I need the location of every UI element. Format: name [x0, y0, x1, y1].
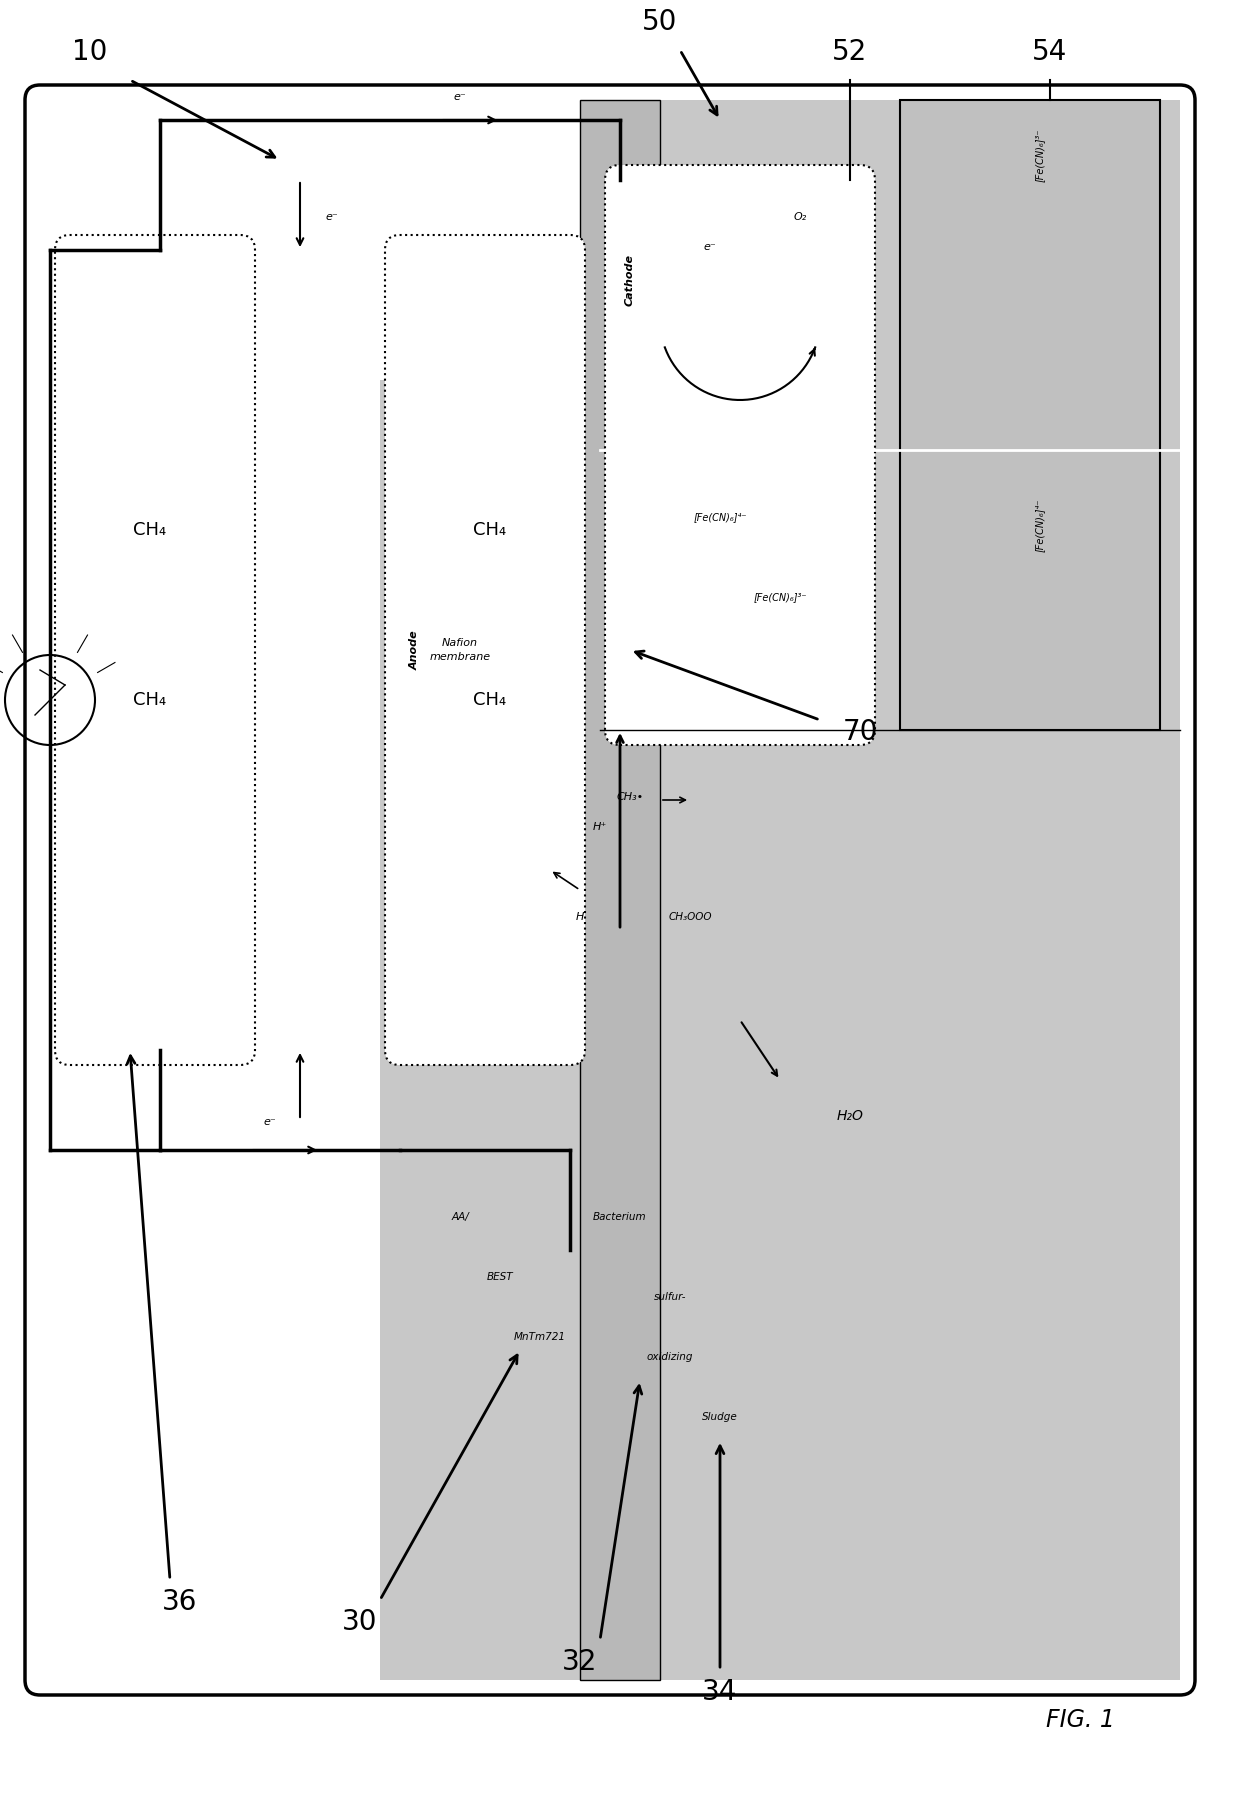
- Bar: [600, 101, 1180, 380]
- Text: e⁻: e⁻: [264, 1118, 277, 1127]
- Text: 10: 10: [72, 38, 108, 67]
- Bar: [379, 380, 1180, 1679]
- Text: CH₃•: CH₃•: [616, 792, 644, 803]
- Text: e⁻: e⁻: [703, 241, 717, 252]
- Text: 70: 70: [842, 718, 878, 745]
- Text: [Fe(CN)₆]⁴⁻: [Fe(CN)₆]⁴⁻: [1035, 499, 1045, 553]
- Text: CH₄: CH₄: [134, 520, 166, 538]
- Text: H⁺: H⁺: [593, 823, 608, 832]
- FancyBboxPatch shape: [605, 166, 875, 745]
- Text: 34: 34: [702, 1678, 738, 1706]
- Text: [Fe(CN)₆]⁴⁻: [Fe(CN)₆]⁴⁻: [693, 511, 746, 522]
- Text: Bacterium: Bacterium: [593, 1211, 647, 1222]
- FancyBboxPatch shape: [55, 236, 255, 1066]
- Text: MnTm721: MnTm721: [515, 1332, 565, 1343]
- Text: CH₃OOO: CH₃OOO: [668, 913, 712, 922]
- Bar: [900, 101, 1159, 731]
- Text: e⁻: e⁻: [454, 92, 466, 103]
- FancyBboxPatch shape: [25, 85, 1195, 1696]
- Text: [Fe(CN)₆]³⁻: [Fe(CN)₆]³⁻: [753, 592, 807, 601]
- Text: oxidizing: oxidizing: [647, 1352, 693, 1363]
- Text: CH₄: CH₄: [134, 691, 166, 709]
- Text: 30: 30: [342, 1607, 378, 1636]
- Text: e⁻: e⁻: [325, 212, 337, 221]
- Text: [Fe(CN)₆]³⁻: [Fe(CN)₆]³⁻: [1035, 128, 1045, 182]
- Text: 36: 36: [162, 1588, 197, 1616]
- Text: FIG. 1: FIG. 1: [1045, 1708, 1115, 1732]
- Text: Cathode: Cathode: [625, 254, 635, 306]
- Text: Anode: Anode: [410, 630, 420, 670]
- Text: H: H: [575, 913, 584, 922]
- Text: BEST: BEST: [486, 1273, 513, 1282]
- Text: sulfur-: sulfur-: [653, 1292, 686, 1301]
- Text: 52: 52: [832, 38, 868, 67]
- Text: CH₄: CH₄: [474, 520, 507, 538]
- Text: 50: 50: [642, 7, 678, 36]
- Text: O₂: O₂: [794, 212, 807, 221]
- Text: 32: 32: [562, 1649, 598, 1676]
- Text: 54: 54: [1033, 38, 1068, 67]
- Text: Nafion
membrane: Nafion membrane: [429, 637, 491, 662]
- Text: CH₄: CH₄: [474, 691, 507, 709]
- Text: Sludge: Sludge: [702, 1411, 738, 1422]
- Bar: [580, 101, 660, 1679]
- Text: H₂O: H₂O: [837, 1109, 863, 1123]
- Text: AA/: AA/: [451, 1211, 469, 1222]
- FancyBboxPatch shape: [384, 236, 585, 1066]
